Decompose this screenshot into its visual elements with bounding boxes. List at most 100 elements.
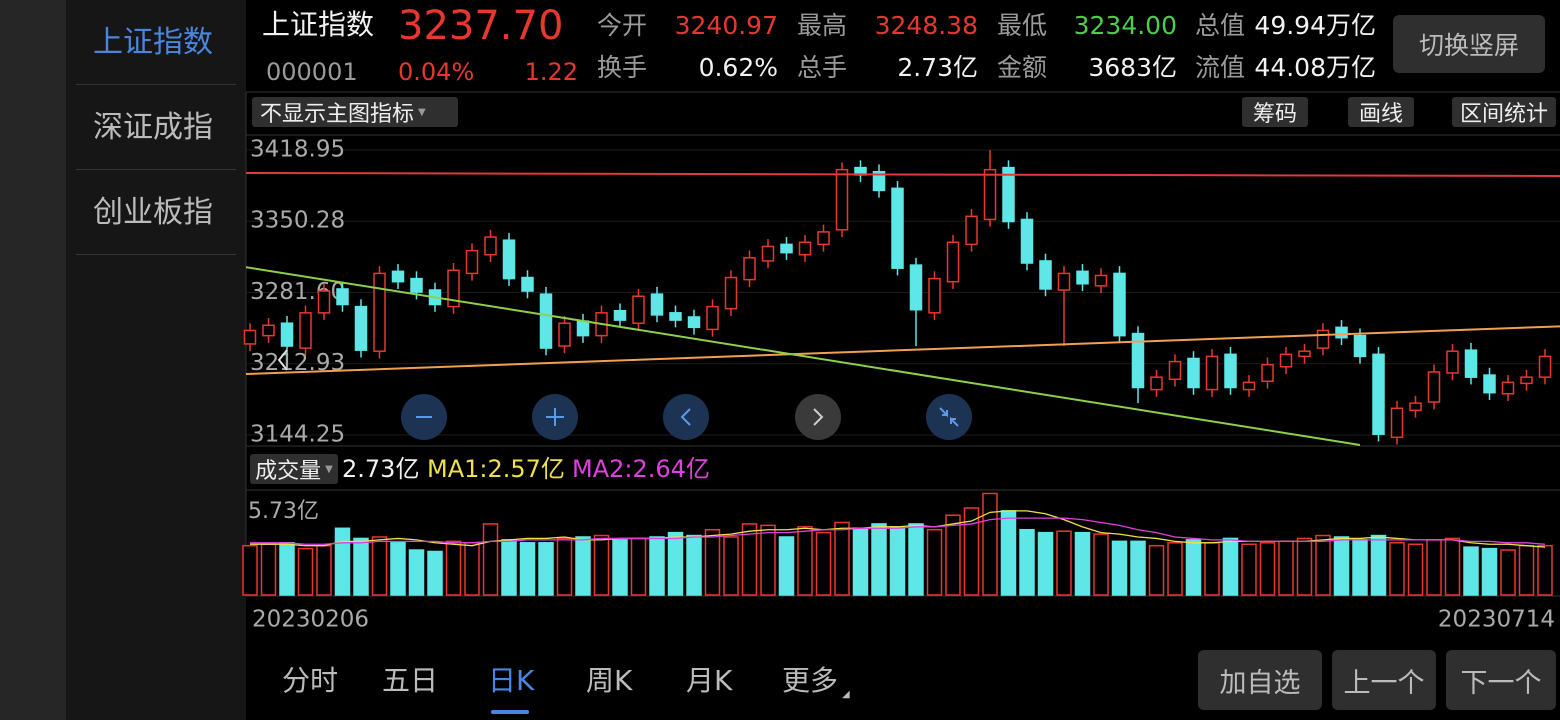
candle-body <box>1372 353 1385 435</box>
volume-bar <box>871 523 887 596</box>
candle-body <box>1335 326 1348 339</box>
icon <box>680 408 691 426</box>
volume-bar <box>1185 539 1202 596</box>
candle-body <box>410 277 423 293</box>
trend-line <box>245 266 1361 446</box>
tab[interactable]: 更多 <box>782 664 839 697</box>
divider <box>76 84 236 85</box>
stat-label: 最低 <box>997 11 1048 40</box>
candle-body <box>1057 272 1071 291</box>
candle-body <box>1520 376 1533 385</box>
tab-active[interactable]: 日K <box>488 664 535 697</box>
candle-body <box>373 272 386 352</box>
sidebar-item[interactable]: 深证成指 <box>93 110 213 145</box>
orientation-button[interactable]: 切换竖屏 <box>1393 15 1545 73</box>
candle-body <box>1242 381 1256 391</box>
tab[interactable]: 五日 <box>382 664 439 697</box>
volume-bar <box>1204 542 1220 596</box>
stat-value: 0.62% <box>698 53 778 82</box>
tab[interactable]: 分时 <box>282 664 339 697</box>
candle-body <box>1464 349 1478 378</box>
candle-body <box>1483 374 1496 394</box>
candle-body <box>946 241 960 283</box>
volume-bar <box>704 528 721 596</box>
volume-bar <box>926 528 943 596</box>
candle-body <box>687 316 701 329</box>
candle-body <box>1279 353 1293 368</box>
stat-label: 金额 <box>997 53 1048 82</box>
volume-bar <box>1463 546 1479 596</box>
volume-bar <box>408 549 425 596</box>
index-change: 1.22 <box>524 58 578 86</box>
volume-bar <box>889 526 906 596</box>
volume-bar <box>1333 536 1350 596</box>
volume-current: 2.73亿 <box>342 455 420 483</box>
candle-body <box>613 309 627 321</box>
volume-bar <box>1407 543 1424 596</box>
candle-body <box>761 245 775 262</box>
volume-bar <box>908 523 924 596</box>
volume-bar <box>260 543 277 596</box>
volume-bar <box>556 537 573 596</box>
ma-line <box>250 510 1546 548</box>
volume-bar <box>1037 531 1054 596</box>
volume-bar <box>445 540 462 596</box>
candle-body <box>1205 355 1219 391</box>
candle-body <box>558 322 571 347</box>
volume-bar <box>1130 540 1146 596</box>
volume-bar <box>538 542 554 596</box>
y-tick-label: 5.73亿 <box>248 499 319 524</box>
volume-label: 成交量 <box>255 459 322 484</box>
stat-value: 3683亿 <box>1088 53 1177 82</box>
sidebar-item[interactable]: 上证指数 <box>93 25 213 60</box>
candle-body <box>1187 357 1200 389</box>
volume-bar <box>1426 539 1442 596</box>
index-name: 上证指数 <box>262 8 375 41</box>
candle-body <box>1501 381 1515 395</box>
nav-button[interactable] <box>663 394 709 440</box>
volume-bar <box>852 527 869 596</box>
candle-body <box>521 276 534 292</box>
volume-bar <box>1093 533 1109 596</box>
candle-body <box>465 249 479 275</box>
tool-button[interactable]: 画线 <box>1348 97 1414 127</box>
candle-body <box>243 329 257 345</box>
stat-value: 2.73亿 <box>897 53 978 82</box>
nav-button[interactable] <box>795 394 841 440</box>
stat-value: 44.08万亿 <box>1254 53 1376 82</box>
volume-bar <box>630 537 647 596</box>
volume-dropdown[interactable]: 成交量 ▼ <box>250 454 338 484</box>
y-tick-label: 3350.28 <box>250 208 345 234</box>
action-button[interactable]: 上一个 <box>1332 650 1436 710</box>
tab[interactable]: 周K <box>586 664 633 697</box>
candle-body <box>1002 166 1015 223</box>
sidebar-item[interactable]: 创业板指 <box>93 195 213 230</box>
trend-line <box>245 325 1560 376</box>
volume-bar <box>1278 540 1294 596</box>
legend-ma2: MA2:2.64亿 <box>572 455 710 483</box>
volume-bar <box>1148 544 1165 596</box>
candle-body <box>706 305 719 331</box>
action-button[interactable]: 下一个 <box>1446 650 1556 710</box>
candle-body <box>336 288 349 306</box>
candle-body <box>983 168 997 221</box>
index-code: 000001 <box>266 58 358 86</box>
dropdown-arrow: ▼ <box>418 106 426 118</box>
candle-body <box>1020 218 1034 264</box>
tool-button[interactable]: 筹码 <box>1242 97 1308 127</box>
tab[interactable]: 月K <box>686 664 733 697</box>
tool-button[interactable]: 区间统计 <box>1452 97 1556 127</box>
nav-button[interactable] <box>926 394 972 440</box>
volume-bar <box>1111 540 1128 596</box>
candle-body <box>317 290 331 314</box>
candle-body <box>280 322 294 347</box>
candle-body <box>928 277 941 314</box>
indicator-dropdown[interactable]: 不显示主图指标 ▼ <box>252 97 458 127</box>
volume-bar <box>1241 543 1257 596</box>
back-arrow[interactable] <box>277 349 288 371</box>
volume-bar <box>741 523 758 596</box>
action-button[interactable]: 加自选 <box>1198 650 1322 710</box>
volume-bar <box>1315 534 1331 596</box>
volume-bar <box>815 531 832 596</box>
candle-body <box>539 293 553 349</box>
